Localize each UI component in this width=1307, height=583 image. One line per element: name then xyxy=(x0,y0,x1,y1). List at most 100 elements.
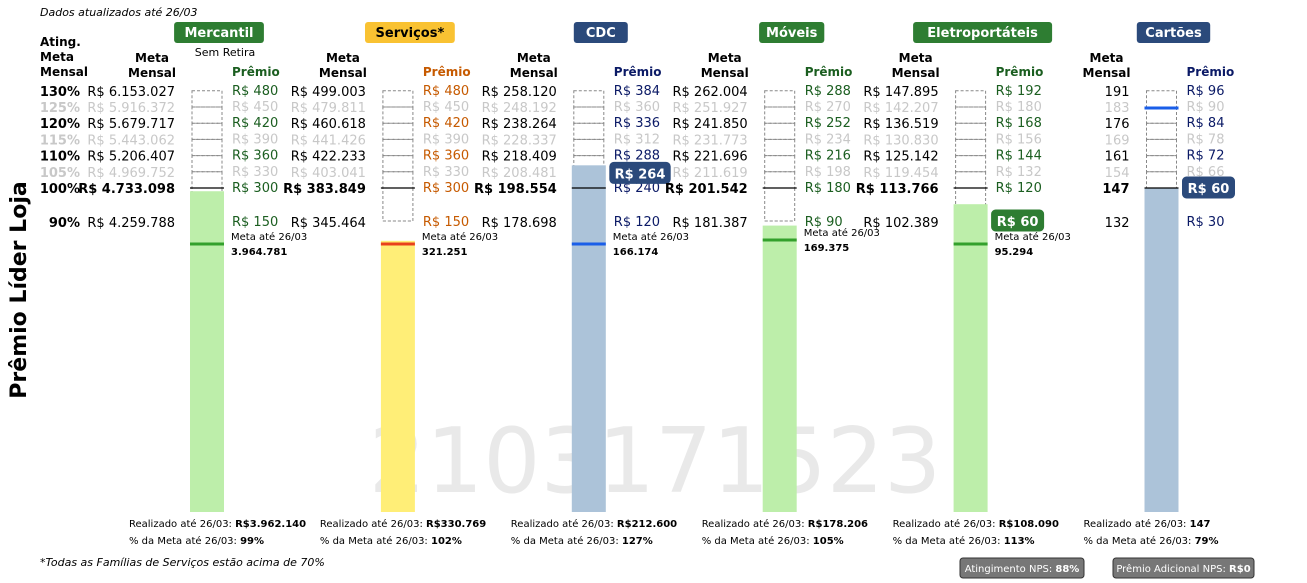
target-value: R$ 208.481 xyxy=(482,166,557,181)
target-value: R$ 499.003 xyxy=(291,85,366,100)
target-box xyxy=(955,90,987,108)
attainment-bar xyxy=(1144,188,1179,512)
premio-value: R$ 252 xyxy=(805,116,851,131)
premio-value: R$ 144 xyxy=(996,149,1042,164)
target-box xyxy=(764,122,796,140)
target-box xyxy=(764,187,796,222)
target-value: R$ 198.554 xyxy=(474,182,557,197)
target-value: 147 xyxy=(1102,182,1129,197)
attainment-bar xyxy=(380,240,415,512)
target-box xyxy=(573,138,605,157)
target-value: R$ 211.619 xyxy=(672,166,747,181)
target-box xyxy=(1146,155,1177,173)
target-value: R$ 5.206.407 xyxy=(87,150,175,165)
category-tag xyxy=(174,22,264,43)
premio-value: R$ 288 xyxy=(614,149,660,164)
target-value: 176 xyxy=(1105,117,1130,132)
current-premio-bubble xyxy=(991,209,1045,232)
premio-value: R$ 390 xyxy=(232,132,278,147)
pct-meta-line: % da Meta até 26/03: 102% xyxy=(320,535,462,547)
realizado-line: Realizado até 26/03: R$330.769 xyxy=(320,518,486,530)
attainment-bar xyxy=(571,165,606,512)
target-value: R$ 5.443.062 xyxy=(87,133,175,148)
target-value: R$ 6.153.027 xyxy=(87,85,175,100)
premio-value: R$ 420 xyxy=(423,116,469,131)
premio-value: R$ 300 xyxy=(232,181,278,196)
realizado-line: Realizado até 26/03: R$3.962.140 xyxy=(129,518,306,530)
premio-value: R$ 480 xyxy=(423,84,469,99)
meta-header: Meta Mensal xyxy=(510,51,558,80)
target-value: R$ 178.698 xyxy=(482,216,557,231)
target-box xyxy=(1146,122,1177,140)
meta-marker-label: Meta até 26/03 xyxy=(804,227,880,239)
premio-value: R$ 288 xyxy=(805,84,851,99)
target-value: R$ 218.409 xyxy=(482,150,557,165)
level-label: 115% xyxy=(40,133,80,148)
target-box xyxy=(382,138,414,157)
premio-value: R$ 180 xyxy=(996,100,1042,115)
updated-note: Dados atualizados até 26/03 xyxy=(40,6,198,19)
target-box xyxy=(955,106,987,124)
target-box xyxy=(955,155,987,173)
premio-header: Prêmio xyxy=(232,65,280,79)
target-value: R$ 181.387 xyxy=(672,216,747,231)
target-value: 191 xyxy=(1105,85,1130,100)
premio-header: Prêmio xyxy=(1187,65,1235,79)
target-box xyxy=(191,138,223,157)
premio-value: R$ 72 xyxy=(1187,149,1225,164)
target-value: R$ 383.849 xyxy=(283,182,366,197)
premio-value: R$ 300 xyxy=(423,181,469,196)
premio-value: R$ 450 xyxy=(232,100,278,115)
level-header: Ating. Meta Mensal xyxy=(40,35,88,79)
target-box xyxy=(573,122,605,140)
level-label: 100% xyxy=(40,182,80,197)
target-value: 161 xyxy=(1105,150,1130,165)
premio-value: R$ 360 xyxy=(232,149,278,164)
premio-value: R$ 480 xyxy=(232,84,278,99)
level-label: 120% xyxy=(40,117,80,132)
meta-header: Meta Mensal xyxy=(1083,51,1131,80)
meta-marker-label: Meta até 26/03 xyxy=(613,231,689,243)
watermark: 2103171523 xyxy=(369,409,942,514)
target-value: R$ 125.142 xyxy=(863,150,938,165)
target-box xyxy=(191,122,223,140)
target-value: R$ 4.969.752 xyxy=(87,166,175,181)
premio-value: R$ 216 xyxy=(805,149,851,164)
target-box xyxy=(1146,171,1177,189)
premio-value: R$ 168 xyxy=(996,116,1042,131)
target-value: 132 xyxy=(1105,216,1130,231)
premio-value: R$ 384 xyxy=(614,84,660,99)
target-value: 154 xyxy=(1105,166,1130,181)
level-label: 105% xyxy=(40,166,80,181)
premio-header: Prêmio xyxy=(423,65,471,79)
target-value: R$ 479.811 xyxy=(291,101,366,116)
category-tag xyxy=(573,22,628,43)
target-value: 169 xyxy=(1105,133,1130,148)
target-value: R$ 238.264 xyxy=(482,117,557,132)
target-value: R$ 201.542 xyxy=(665,182,748,197)
premio-value: R$ 336 xyxy=(614,116,660,131)
premio-value: R$ 150 xyxy=(232,215,278,230)
category-tag xyxy=(913,22,1053,43)
level-label: 110% xyxy=(40,150,80,165)
target-value: R$ 231.773 xyxy=(672,133,747,148)
target-box xyxy=(1146,138,1177,157)
target-box xyxy=(764,90,796,108)
premio-value: R$ 390 xyxy=(423,132,469,147)
target-value: R$ 460.618 xyxy=(291,117,366,132)
meta-header: Meta Mensal xyxy=(128,51,176,80)
premio-value: R$ 234 xyxy=(805,132,851,147)
target-value: R$ 345.464 xyxy=(291,216,366,231)
level-label: 125% xyxy=(40,101,80,116)
current-premio-label: R$ 60 xyxy=(1188,182,1230,197)
target-box xyxy=(382,106,414,124)
target-box xyxy=(382,155,414,173)
target-box xyxy=(382,187,414,222)
target-value: R$ 241.850 xyxy=(672,117,747,132)
target-box xyxy=(955,138,987,157)
premio-value: R$ 120 xyxy=(614,215,660,230)
target-box xyxy=(382,122,414,140)
category-tag xyxy=(759,22,825,43)
nps-bonus-badge xyxy=(1112,557,1255,579)
